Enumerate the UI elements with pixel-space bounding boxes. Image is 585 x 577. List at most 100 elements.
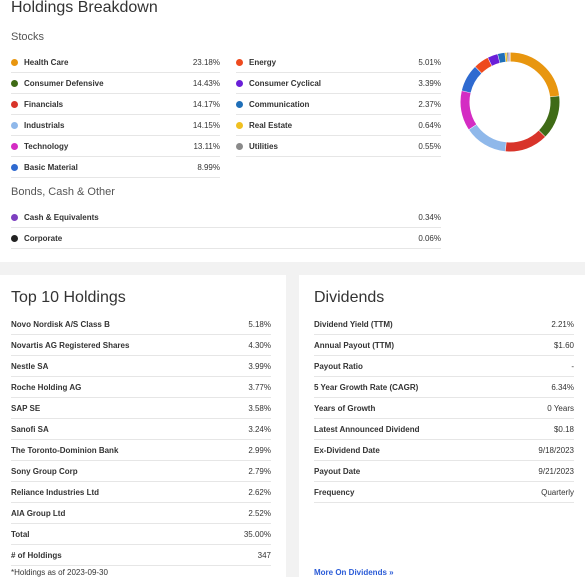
table-row: # of Holdings 347 (11, 545, 271, 566)
legend-dot (236, 100, 243, 108)
row-value: $1.60 (553, 340, 574, 350)
donut-slice-technology (460, 90, 477, 130)
asset-row-cash: Cash & Equivalents 0.34% (11, 207, 441, 228)
sector-row-technology: Technology 13.11% (11, 136, 220, 157)
row-value: - (571, 361, 574, 371)
legend-dot (11, 79, 18, 87)
row-label: The Toronto-Dominion Bank (11, 445, 119, 455)
table-row: Novo Nordisk A/S Class B 5.18% (11, 314, 271, 335)
row-value: 9/21/2023 (538, 466, 574, 476)
donut-separator (497, 52, 501, 64)
sector-value: 8.99% (197, 162, 220, 172)
stocks-heading: Stocks (11, 31, 45, 43)
legend-dot (236, 121, 243, 129)
row-value: 3.24% (248, 424, 271, 434)
row-label: # of Holdings (11, 550, 62, 560)
table-row: Nestle SA 3.99% (11, 356, 271, 377)
legend-dot (11, 163, 18, 171)
sector-value: 14.43% (192, 78, 220, 88)
table-row: Payout Date 9/21/2023 (314, 461, 574, 482)
table-row: Sony Group Corp 2.79% (11, 461, 271, 482)
row-label: Ex-Dividend Date (314, 445, 380, 455)
sector-value: 0.64% (418, 120, 441, 130)
row-label: SAP SE (11, 403, 41, 413)
asset-label: Cash & Equivalents (24, 212, 99, 222)
legend-dot (236, 142, 243, 150)
sector-row-basic-material: Basic Material 8.99% (11, 157, 220, 178)
legend-dot (11, 142, 18, 150)
legend-dot (11, 213, 18, 221)
sector-row-communication: Communication 2.37% (236, 94, 441, 115)
sector-label: Consumer Cyclical (249, 78, 322, 88)
row-label: AIA Group Ltd (11, 508, 66, 518)
row-value: 5.18% (248, 319, 271, 329)
row-label: Novo Nordisk A/S Class B (11, 319, 110, 329)
donut-slice-financials (505, 130, 546, 152)
table-row: 5 Year Growth Rate (CAGR) 6.34% (314, 377, 574, 398)
row-value: 6.34% (551, 382, 574, 392)
dividends-panel: Dividends Dividend Yield (TTM) 2.21% Annua… (299, 275, 585, 577)
row-label: Sony Group Corp (11, 466, 78, 476)
row-value: 2.21% (551, 319, 574, 329)
sector-label: Financials (24, 99, 64, 109)
table-row: Novartis AG Registered Shares 4.30% (11, 335, 271, 356)
breakdown-title: Holdings Breakdown (11, 0, 158, 16)
sector-label: Technology (24, 141, 69, 151)
asset-label: Corporate (24, 233, 63, 243)
sector-label: Real Estate (249, 120, 293, 130)
sector-row-energy: Energy 5.01% (236, 52, 441, 73)
sector-value: 13.11% (193, 141, 220, 151)
dividends-title: Dividends (314, 289, 385, 306)
sector-value: 5.01% (418, 57, 441, 67)
row-value: 3.99% (248, 361, 271, 371)
row-label: 5 Year Growth Rate (CAGR) (314, 382, 419, 392)
sector-label: Industrials (24, 120, 65, 130)
row-value: Quarterly (541, 487, 574, 497)
top-10-holdings-panel: Top 10 Holdings Novo Nordisk A/S Class B… (0, 275, 286, 577)
row-value: 2.79% (248, 466, 271, 476)
donut-slice-consumer-cyclical (488, 54, 501, 66)
asset-value: 0.06% (418, 233, 441, 243)
donut-slice-energy (475, 57, 493, 74)
sector-label: Energy (249, 57, 277, 67)
more-on-dividends-link[interactable]: More On Dividends » (314, 568, 394, 577)
row-value: 9/18/2023 (538, 445, 574, 455)
donut-separator (506, 51, 509, 63)
sector-label: Health Care (24, 57, 69, 67)
asset-value: 0.34% (418, 212, 441, 222)
table-row: Years of Growth 0 Years (314, 398, 574, 419)
table-row: Total 35.00% (11, 524, 271, 545)
row-label: Nestle SA (11, 361, 49, 371)
sector-value: 2.37% (418, 99, 441, 109)
sector-row-real-estate: Real Estate 0.64% (236, 115, 441, 136)
row-value: 347 (257, 550, 271, 560)
sector-row-financials: Financials 14.17% (11, 94, 220, 115)
sector-label: Consumer Defensive (24, 78, 104, 88)
row-value: 3.58% (248, 403, 271, 413)
row-label: Payout Date (314, 466, 361, 476)
row-label: Payout Ratio (314, 361, 363, 371)
row-value: 0 Years (547, 403, 574, 413)
legend-dot (11, 100, 18, 108)
legend-dot (236, 58, 243, 66)
table-row: SAP SE 3.58% (11, 398, 271, 419)
donut-separator (487, 56, 493, 67)
row-label: Sanofi SA (11, 424, 49, 434)
sector-label: Utilities (249, 141, 278, 151)
row-label: Total (11, 529, 30, 539)
row-label: Dividend Yield (TTM) (314, 319, 393, 329)
donut-slice-health-care (509, 52, 560, 98)
top10-title: Top 10 Holdings (11, 289, 126, 306)
sector-value: 14.17% (192, 99, 220, 109)
sector-label: Basic Material (24, 162, 78, 172)
holdings-breakdown-panel: Holdings Breakdown Stocks Health Care 23… (0, 0, 585, 262)
row-label: Years of Growth (314, 403, 376, 413)
sector-value: 3.39% (418, 78, 441, 88)
table-row: Dividend Yield (TTM) 2.21% (314, 314, 574, 335)
row-label: Annual Payout (TTM) (314, 340, 394, 350)
sector-value: 23.18% (192, 57, 220, 67)
table-row: Sanofi SA 3.24% (11, 419, 271, 440)
donut-slice-industrials (468, 124, 507, 152)
table-row: AIA Group Ltd 2.52% (11, 503, 271, 524)
legend-dot (236, 79, 243, 87)
